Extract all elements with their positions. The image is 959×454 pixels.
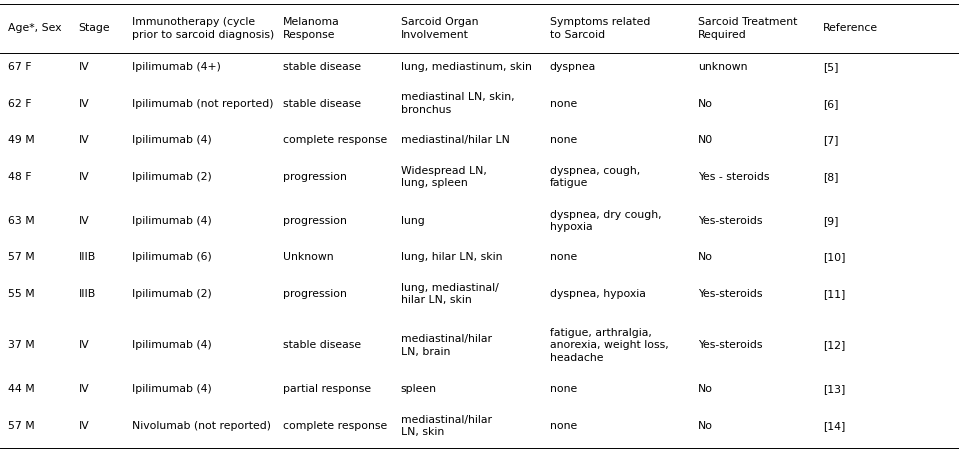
- Text: [8]: [8]: [823, 172, 838, 182]
- Text: 44 M: 44 M: [8, 385, 35, 395]
- Text: none: none: [550, 252, 576, 262]
- Text: IV: IV: [79, 340, 89, 350]
- Text: Ipilimumab (not reported): Ipilimumab (not reported): [132, 99, 274, 109]
- Text: Yes-steroids: Yes-steroids: [698, 289, 762, 299]
- Text: No: No: [698, 385, 713, 395]
- Text: Sarcoid Organ
Involvement: Sarcoid Organ Involvement: [401, 17, 479, 39]
- Text: progression: progression: [283, 172, 347, 182]
- Text: 55 M: 55 M: [8, 289, 35, 299]
- Text: Stage: Stage: [79, 23, 110, 33]
- Text: N0: N0: [698, 135, 713, 145]
- Text: [7]: [7]: [823, 135, 838, 145]
- Text: [9]: [9]: [823, 216, 838, 226]
- Text: mediastinal/hilar LN: mediastinal/hilar LN: [401, 135, 510, 145]
- Text: No: No: [698, 252, 713, 262]
- Text: [11]: [11]: [823, 289, 845, 299]
- Text: complete response: complete response: [283, 421, 387, 431]
- Text: Reference: Reference: [823, 23, 877, 33]
- Text: [12]: [12]: [823, 340, 845, 350]
- Text: mediastinal/hilar
LN, brain: mediastinal/hilar LN, brain: [401, 334, 492, 356]
- Text: Ipilimumab (4): Ipilimumab (4): [132, 216, 212, 226]
- Text: stable disease: stable disease: [283, 99, 361, 109]
- Text: 48 F: 48 F: [8, 172, 32, 182]
- Text: 67 F: 67 F: [8, 62, 32, 72]
- Text: IIIB: IIIB: [79, 252, 96, 262]
- Text: Sarcoid Treatment
Required: Sarcoid Treatment Required: [698, 17, 798, 39]
- Text: Unknown: Unknown: [283, 252, 334, 262]
- Text: partial response: partial response: [283, 385, 371, 395]
- Text: dyspnea, cough,
fatigue: dyspnea, cough, fatigue: [550, 166, 640, 188]
- Text: dyspnea: dyspnea: [550, 62, 596, 72]
- Text: progression: progression: [283, 216, 347, 226]
- Text: Ipilimumab (4): Ipilimumab (4): [132, 385, 212, 395]
- Text: 49 M: 49 M: [8, 135, 35, 145]
- Text: fatigue, arthralgia,
anorexia, weight loss,
headache: fatigue, arthralgia, anorexia, weight lo…: [550, 328, 668, 363]
- Text: [6]: [6]: [823, 99, 838, 109]
- Text: IV: IV: [79, 172, 89, 182]
- Text: Symptoms related
to Sarcoid: Symptoms related to Sarcoid: [550, 17, 650, 39]
- Text: 57 M: 57 M: [8, 421, 35, 431]
- Text: No: No: [698, 421, 713, 431]
- Text: IV: IV: [79, 99, 89, 109]
- Text: progression: progression: [283, 289, 347, 299]
- Text: Ipilimumab (2): Ipilimumab (2): [132, 289, 212, 299]
- Text: stable disease: stable disease: [283, 62, 361, 72]
- Text: [14]: [14]: [823, 421, 845, 431]
- Text: complete response: complete response: [283, 135, 387, 145]
- Text: [10]: [10]: [823, 252, 845, 262]
- Text: IV: IV: [79, 135, 89, 145]
- Text: Immunotherapy (cycle
prior to sarcoid diagnosis): Immunotherapy (cycle prior to sarcoid di…: [132, 17, 274, 39]
- Text: Ipilimumab (2): Ipilimumab (2): [132, 172, 212, 182]
- Text: Ipilimumab (4+): Ipilimumab (4+): [132, 62, 222, 72]
- Text: IIIB: IIIB: [79, 289, 96, 299]
- Text: Yes-steroids: Yes-steroids: [698, 340, 762, 350]
- Text: Ipilimumab (4): Ipilimumab (4): [132, 135, 212, 145]
- Text: dyspnea, hypoxia: dyspnea, hypoxia: [550, 289, 645, 299]
- Text: 37 M: 37 M: [8, 340, 35, 350]
- Text: Nivolumab (not reported): Nivolumab (not reported): [132, 421, 271, 431]
- Text: Melanoma
Response: Melanoma Response: [283, 17, 339, 39]
- Text: IV: IV: [79, 62, 89, 72]
- Text: [13]: [13]: [823, 385, 845, 395]
- Text: dyspnea, dry cough,
hypoxia: dyspnea, dry cough, hypoxia: [550, 210, 661, 232]
- Text: none: none: [550, 421, 576, 431]
- Text: [5]: [5]: [823, 62, 838, 72]
- Text: lung, mediastinal/
hilar LN, skin: lung, mediastinal/ hilar LN, skin: [401, 283, 499, 305]
- Text: No: No: [698, 99, 713, 109]
- Text: Yes-steroids: Yes-steroids: [698, 216, 762, 226]
- Text: unknown: unknown: [698, 62, 748, 72]
- Text: lung, hilar LN, skin: lung, hilar LN, skin: [401, 252, 503, 262]
- Text: IV: IV: [79, 216, 89, 226]
- Text: spleen: spleen: [401, 385, 437, 395]
- Text: Ipilimumab (4): Ipilimumab (4): [132, 340, 212, 350]
- Text: Age*, Sex: Age*, Sex: [8, 23, 61, 33]
- Text: none: none: [550, 135, 576, 145]
- Text: Yes - steroids: Yes - steroids: [698, 172, 770, 182]
- Text: IV: IV: [79, 385, 89, 395]
- Text: mediastinal/hilar
LN, skin: mediastinal/hilar LN, skin: [401, 415, 492, 437]
- Text: Ipilimumab (6): Ipilimumab (6): [132, 252, 212, 262]
- Text: lung: lung: [401, 216, 425, 226]
- Text: IV: IV: [79, 421, 89, 431]
- Text: mediastinal LN, skin,
bronchus: mediastinal LN, skin, bronchus: [401, 93, 514, 115]
- Text: none: none: [550, 385, 576, 395]
- Text: 63 M: 63 M: [8, 216, 35, 226]
- Text: 62 F: 62 F: [8, 99, 32, 109]
- Text: 57 M: 57 M: [8, 252, 35, 262]
- Text: Widespread LN,
lung, spleen: Widespread LN, lung, spleen: [401, 166, 487, 188]
- Text: lung, mediastinum, skin: lung, mediastinum, skin: [401, 62, 531, 72]
- Text: none: none: [550, 99, 576, 109]
- Text: stable disease: stable disease: [283, 340, 361, 350]
